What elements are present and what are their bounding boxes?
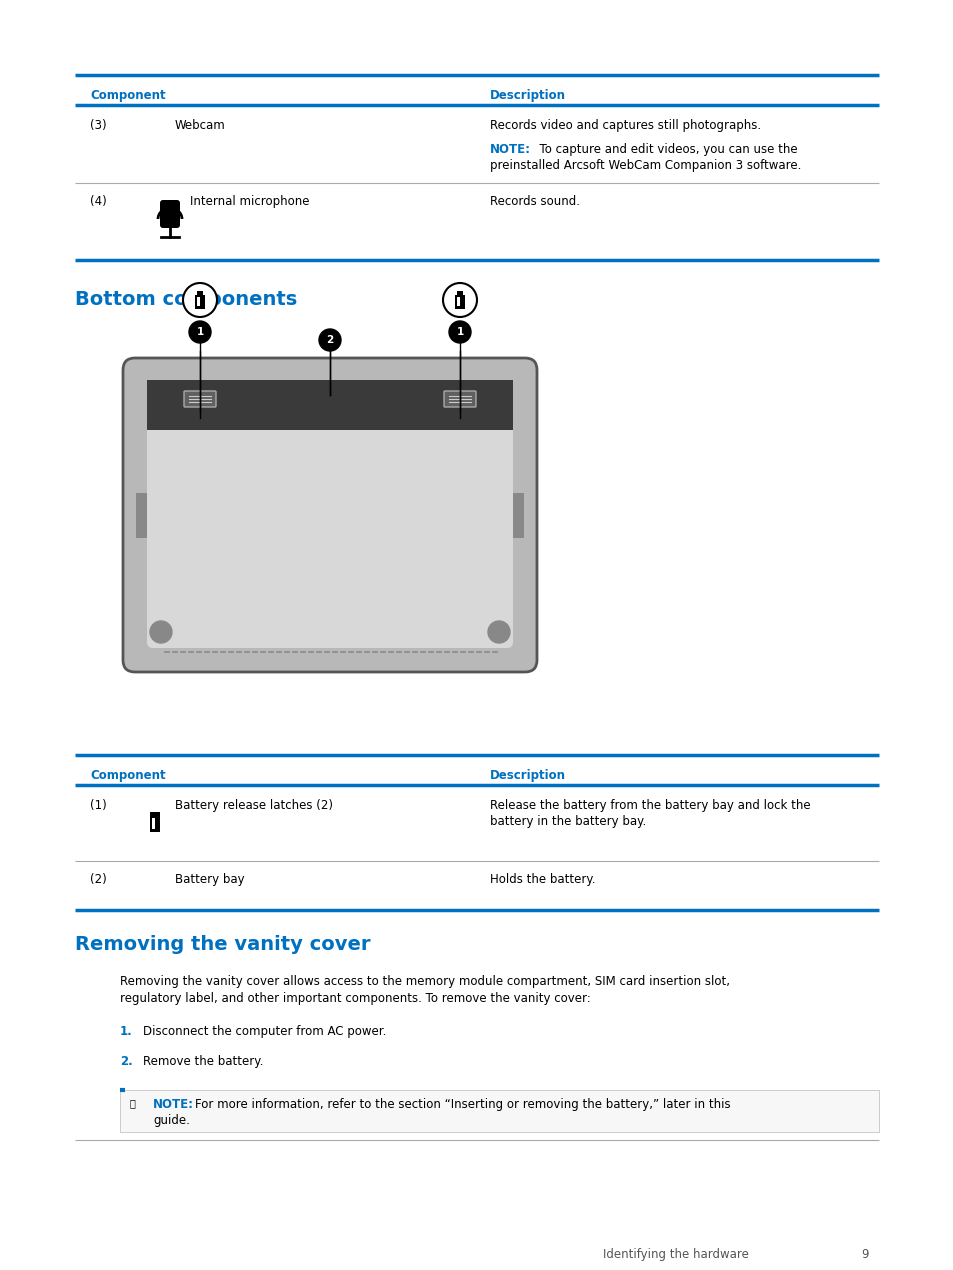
Text: battery in the battery bay.: battery in the battery bay. bbox=[490, 815, 645, 828]
FancyBboxPatch shape bbox=[443, 391, 476, 406]
Text: (4): (4) bbox=[90, 196, 107, 208]
Text: NOTE:: NOTE: bbox=[490, 144, 531, 156]
Text: 📋: 📋 bbox=[130, 1099, 135, 1107]
Text: Battery release latches (2): Battery release latches (2) bbox=[174, 799, 333, 812]
Text: 1: 1 bbox=[456, 326, 463, 337]
Text: Battery bay: Battery bay bbox=[174, 872, 244, 886]
Bar bbox=[196, 297, 200, 306]
Circle shape bbox=[318, 329, 340, 351]
Text: Removing the vanity cover: Removing the vanity cover bbox=[75, 935, 370, 954]
Text: (1): (1) bbox=[90, 799, 107, 812]
FancyBboxPatch shape bbox=[147, 382, 513, 648]
Text: Remove the battery.: Remove the battery. bbox=[143, 1055, 263, 1068]
Text: preinstalled Arcsoft WebCam Companion 3 software.: preinstalled Arcsoft WebCam Companion 3 … bbox=[490, 159, 801, 171]
Bar bbox=[120, 1090, 878, 1132]
Text: Component: Component bbox=[90, 770, 166, 782]
Bar bbox=[456, 291, 462, 295]
Text: 2: 2 bbox=[326, 335, 334, 345]
Circle shape bbox=[183, 283, 216, 318]
Text: Holds the battery.: Holds the battery. bbox=[490, 872, 595, 886]
Text: 2.: 2. bbox=[120, 1055, 132, 1068]
Bar bbox=[150, 817, 160, 832]
Circle shape bbox=[442, 283, 476, 318]
Text: regulatory label, and other important components. To remove the vanity cover:: regulatory label, and other important co… bbox=[120, 992, 590, 1005]
Text: Identifying the hardware: Identifying the hardware bbox=[602, 1248, 748, 1261]
FancyBboxPatch shape bbox=[123, 358, 537, 672]
Text: Disconnect the computer from AC power.: Disconnect the computer from AC power. bbox=[143, 1025, 386, 1038]
Bar bbox=[152, 818, 154, 829]
Circle shape bbox=[488, 621, 510, 643]
Bar bbox=[513, 493, 523, 538]
Text: Description: Description bbox=[490, 89, 565, 102]
Text: Component: Component bbox=[90, 89, 166, 102]
Text: Webcam: Webcam bbox=[174, 119, 226, 132]
Bar bbox=[455, 295, 464, 309]
Bar bbox=[456, 297, 459, 306]
Text: Release the battery from the battery bay and lock the: Release the battery from the battery bay… bbox=[490, 799, 810, 812]
Text: Records sound.: Records sound. bbox=[490, 196, 579, 208]
Bar bbox=[150, 812, 160, 817]
Text: To capture and edit videos, you can use the: To capture and edit videos, you can use … bbox=[532, 144, 797, 156]
Text: Records video and captures still photographs.: Records video and captures still photogr… bbox=[490, 119, 760, 132]
Circle shape bbox=[150, 621, 172, 643]
Bar bbox=[136, 493, 147, 538]
Text: 9: 9 bbox=[861, 1248, 868, 1261]
FancyBboxPatch shape bbox=[184, 391, 215, 406]
Bar bbox=[147, 380, 513, 431]
Bar bbox=[194, 295, 205, 309]
Text: Description: Description bbox=[490, 770, 565, 782]
Text: 1.: 1. bbox=[120, 1025, 132, 1038]
Text: For more information, refer to the section “Inserting or removing the battery,” : For more information, refer to the secti… bbox=[194, 1099, 730, 1111]
Text: (3): (3) bbox=[90, 119, 107, 132]
Text: NOTE:: NOTE: bbox=[152, 1099, 193, 1111]
Bar bbox=[196, 291, 203, 295]
Text: Removing the vanity cover allows access to the memory module compartment, SIM ca: Removing the vanity cover allows access … bbox=[120, 975, 729, 988]
Text: (2): (2) bbox=[90, 872, 107, 886]
FancyBboxPatch shape bbox=[160, 199, 180, 229]
Text: guide.: guide. bbox=[152, 1114, 190, 1126]
Text: Bottom components: Bottom components bbox=[75, 290, 297, 309]
Text: 1: 1 bbox=[196, 326, 203, 337]
Circle shape bbox=[189, 321, 211, 343]
Circle shape bbox=[449, 321, 471, 343]
Text: Internal microphone: Internal microphone bbox=[190, 196, 309, 208]
